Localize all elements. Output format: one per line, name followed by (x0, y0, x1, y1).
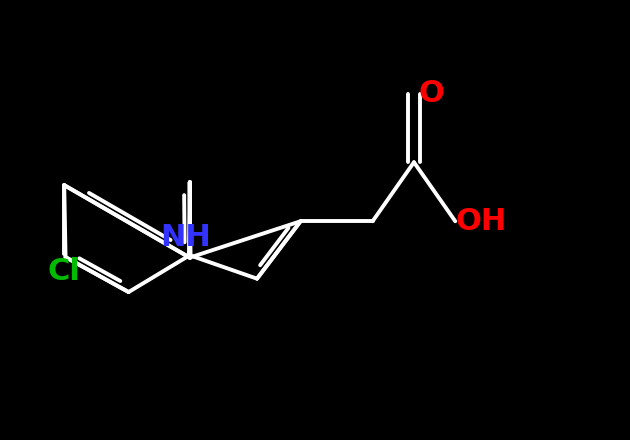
Text: OH: OH (456, 207, 507, 236)
Text: O: O (418, 79, 444, 108)
Text: Cl: Cl (48, 257, 81, 286)
Text: NH: NH (161, 223, 211, 252)
